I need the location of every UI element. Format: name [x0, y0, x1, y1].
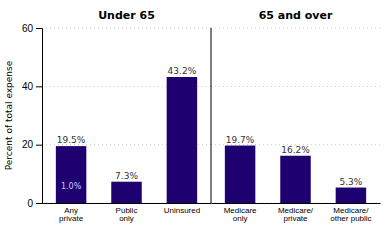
text-line: private — [283, 214, 308, 223]
x-tick: Anyprivate — [59, 203, 84, 223]
bar — [336, 188, 366, 203]
y-axis-title: Percent of total expense — [4, 60, 14, 170]
divider — [211, 28, 212, 203]
text-line: private — [59, 214, 84, 223]
y-tick: 0 — [27, 198, 42, 209]
x-tick: Medicare/other public — [330, 203, 371, 223]
y-tick-label: 60 — [22, 23, 34, 34]
y-tick-line — [36, 86, 42, 87]
panel-title: 65 and over — [259, 9, 333, 22]
x-axis: MedicareonlyMedicare/privateMedicare/oth… — [212, 203, 381, 223]
text-line: only — [119, 214, 134, 223]
data-label: 16.2% — [281, 145, 310, 155]
y-tick-label: 40 — [22, 81, 34, 92]
x-tick-label: Publiconly — [116, 206, 138, 224]
data-label: 7.3% — [115, 171, 138, 181]
text-line: Public — [116, 206, 138, 215]
data-label: 43.2% — [168, 66, 197, 76]
x-tick: Medicare/private — [278, 203, 314, 223]
x-tick: Uninsured — [164, 203, 200, 215]
x-tick-label: Medicare/other public — [330, 206, 371, 224]
grid — [211, 28, 380, 203]
y-tick-line — [36, 145, 42, 146]
bar — [56, 146, 86, 203]
panel: 19.7% 16.2% 5.3% Medicareonly Medicare/priva… — [211, 9, 381, 223]
grid-line — [211, 28, 380, 29]
x-tick-label: Anyprivate — [59, 206, 84, 224]
bar — [167, 77, 197, 203]
y-tick-label: 20 — [22, 139, 34, 150]
bar — [111, 182, 141, 203]
data-label: 19.5% — [57, 135, 86, 145]
grid-line — [42, 28, 211, 29]
text-line: Any — [64, 206, 78, 215]
data-label: 5.3% — [339, 177, 362, 187]
text-line: Medicare/ — [278, 206, 314, 215]
x-tick: Medicareonly — [224, 203, 257, 223]
y-tick: 20 — [22, 139, 42, 150]
chart: 19.5%7.3%43.2%1.0%AnyprivatePubliconlyUn… — [0, 0, 388, 235]
text-line: Medicare/ — [333, 206, 369, 215]
x-tick-label: Medicare/private — [278, 206, 314, 224]
grid — [42, 28, 211, 203]
x-axis-line — [212, 203, 381, 204]
y-tick-line — [36, 28, 42, 29]
data-labels: 19.7% 16.2% 5.3% — [226, 135, 363, 187]
grid-line — [211, 86, 380, 87]
panel-title: Under 65 — [98, 9, 155, 22]
x-tick-label: Medicareonly — [224, 206, 257, 224]
y-tick: 60 — [22, 23, 42, 34]
bars — [56, 77, 197, 203]
bar — [225, 146, 255, 203]
y-tick: 40 — [22, 81, 42, 92]
y-axis-line — [36, 29, 43, 204]
bars — [225, 146, 366, 203]
data-label: 19.7% — [226, 135, 255, 145]
bar — [280, 156, 310, 203]
y-tick-line — [36, 203, 42, 204]
annotation: 1.0% — [61, 182, 82, 191]
y-tick-label: 0 — [27, 198, 33, 209]
y-axis: 0 20 40 60 — [22, 23, 43, 209]
text-line: only — [233, 214, 248, 223]
x-axis-line — [43, 203, 212, 204]
text-line: other public — [330, 214, 371, 223]
x-axis: Anyprivate Publiconly Uninsured — [43, 203, 212, 223]
data-labels: 19.5% 7.3% 43.2% — [57, 66, 197, 181]
x-tick: Publiconly — [116, 203, 138, 223]
panel: 19.5% 7.3% 43.2% 1.0% Anyprivate Publiconly Un… — [4, 9, 212, 223]
x-tick-label: Uninsured — [164, 206, 200, 215]
text-line: Medicare — [224, 206, 257, 215]
text-line: Uninsured — [164, 206, 200, 215]
